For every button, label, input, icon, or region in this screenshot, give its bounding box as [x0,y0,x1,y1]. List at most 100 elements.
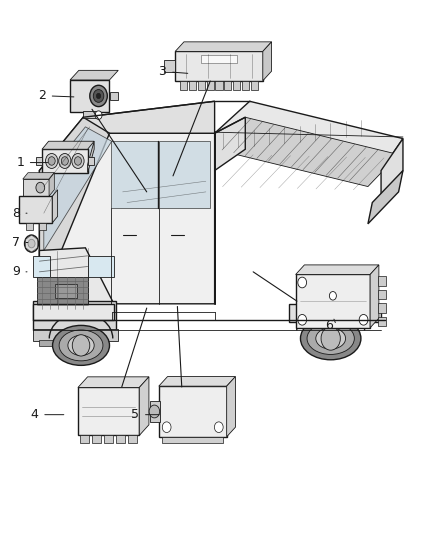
Bar [20,196,52,223]
Bar [80,435,89,443]
Bar [104,435,113,443]
Polygon shape [381,139,403,203]
Bar [198,80,205,90]
Circle shape [96,93,101,99]
Polygon shape [23,173,54,179]
Text: 4: 4 [31,408,39,421]
Bar [207,80,214,90]
Polygon shape [88,141,94,173]
Circle shape [298,277,307,288]
Bar [78,387,139,435]
Bar [243,80,250,90]
Circle shape [61,157,68,165]
Polygon shape [263,42,272,80]
Bar [378,289,386,299]
Polygon shape [37,277,88,309]
Circle shape [93,90,104,102]
Circle shape [162,422,171,433]
Ellipse shape [53,325,110,366]
Ellipse shape [316,328,346,349]
Bar [36,157,42,165]
Bar [150,401,159,422]
Polygon shape [42,141,94,149]
Bar [26,223,33,230]
Bar [33,329,118,341]
Bar [70,80,110,112]
Circle shape [90,85,107,107]
Bar [88,256,114,277]
Polygon shape [49,173,54,196]
Ellipse shape [300,317,361,360]
Circle shape [72,154,84,168]
Bar [110,92,118,100]
Polygon shape [111,141,158,208]
Ellipse shape [59,330,103,361]
Circle shape [48,157,55,165]
Bar [159,386,227,437]
Bar [116,435,125,443]
Bar [128,435,137,443]
Bar [378,303,386,313]
Bar [33,256,50,277]
Polygon shape [370,265,379,328]
Polygon shape [296,265,379,274]
Polygon shape [159,141,210,208]
Bar [296,274,370,328]
Polygon shape [39,117,110,304]
Bar [92,435,101,443]
Polygon shape [39,248,114,304]
Bar [23,179,49,196]
Circle shape [59,154,71,168]
Polygon shape [27,208,35,224]
Bar [88,157,94,165]
Polygon shape [159,376,236,386]
Circle shape [149,405,159,418]
Bar [175,51,263,80]
Circle shape [46,154,58,168]
Bar [201,55,237,63]
Bar [164,60,175,72]
Bar [83,111,96,118]
Polygon shape [33,304,114,320]
Polygon shape [175,42,272,52]
Circle shape [36,182,45,193]
Polygon shape [44,127,112,251]
Polygon shape [215,117,245,171]
Ellipse shape [307,322,354,354]
Circle shape [25,235,39,252]
Bar [378,276,386,286]
Bar [55,284,77,298]
Text: 5: 5 [131,408,139,421]
Bar [215,80,223,90]
Ellipse shape [68,335,94,356]
Text: 8: 8 [12,207,20,220]
Text: 3: 3 [159,66,166,78]
Bar [39,340,53,346]
Bar [251,80,258,90]
Bar [162,437,223,443]
Polygon shape [33,301,116,330]
Bar [233,80,240,90]
Bar [224,80,231,90]
Text: 1: 1 [16,156,24,169]
Polygon shape [39,101,215,171]
Text: 2: 2 [38,90,46,102]
Polygon shape [78,377,149,387]
Polygon shape [215,117,399,187]
Polygon shape [25,235,38,252]
Circle shape [214,422,223,433]
Circle shape [74,157,81,165]
Text: 7: 7 [12,236,20,249]
Circle shape [95,111,102,119]
Polygon shape [215,101,403,171]
Bar [39,223,46,230]
Circle shape [321,327,340,350]
Circle shape [72,335,90,356]
Text: 9: 9 [12,265,20,278]
Polygon shape [368,171,403,224]
Bar [180,80,187,90]
Circle shape [329,292,336,300]
Polygon shape [139,377,149,435]
Polygon shape [53,190,58,223]
Polygon shape [289,304,381,322]
